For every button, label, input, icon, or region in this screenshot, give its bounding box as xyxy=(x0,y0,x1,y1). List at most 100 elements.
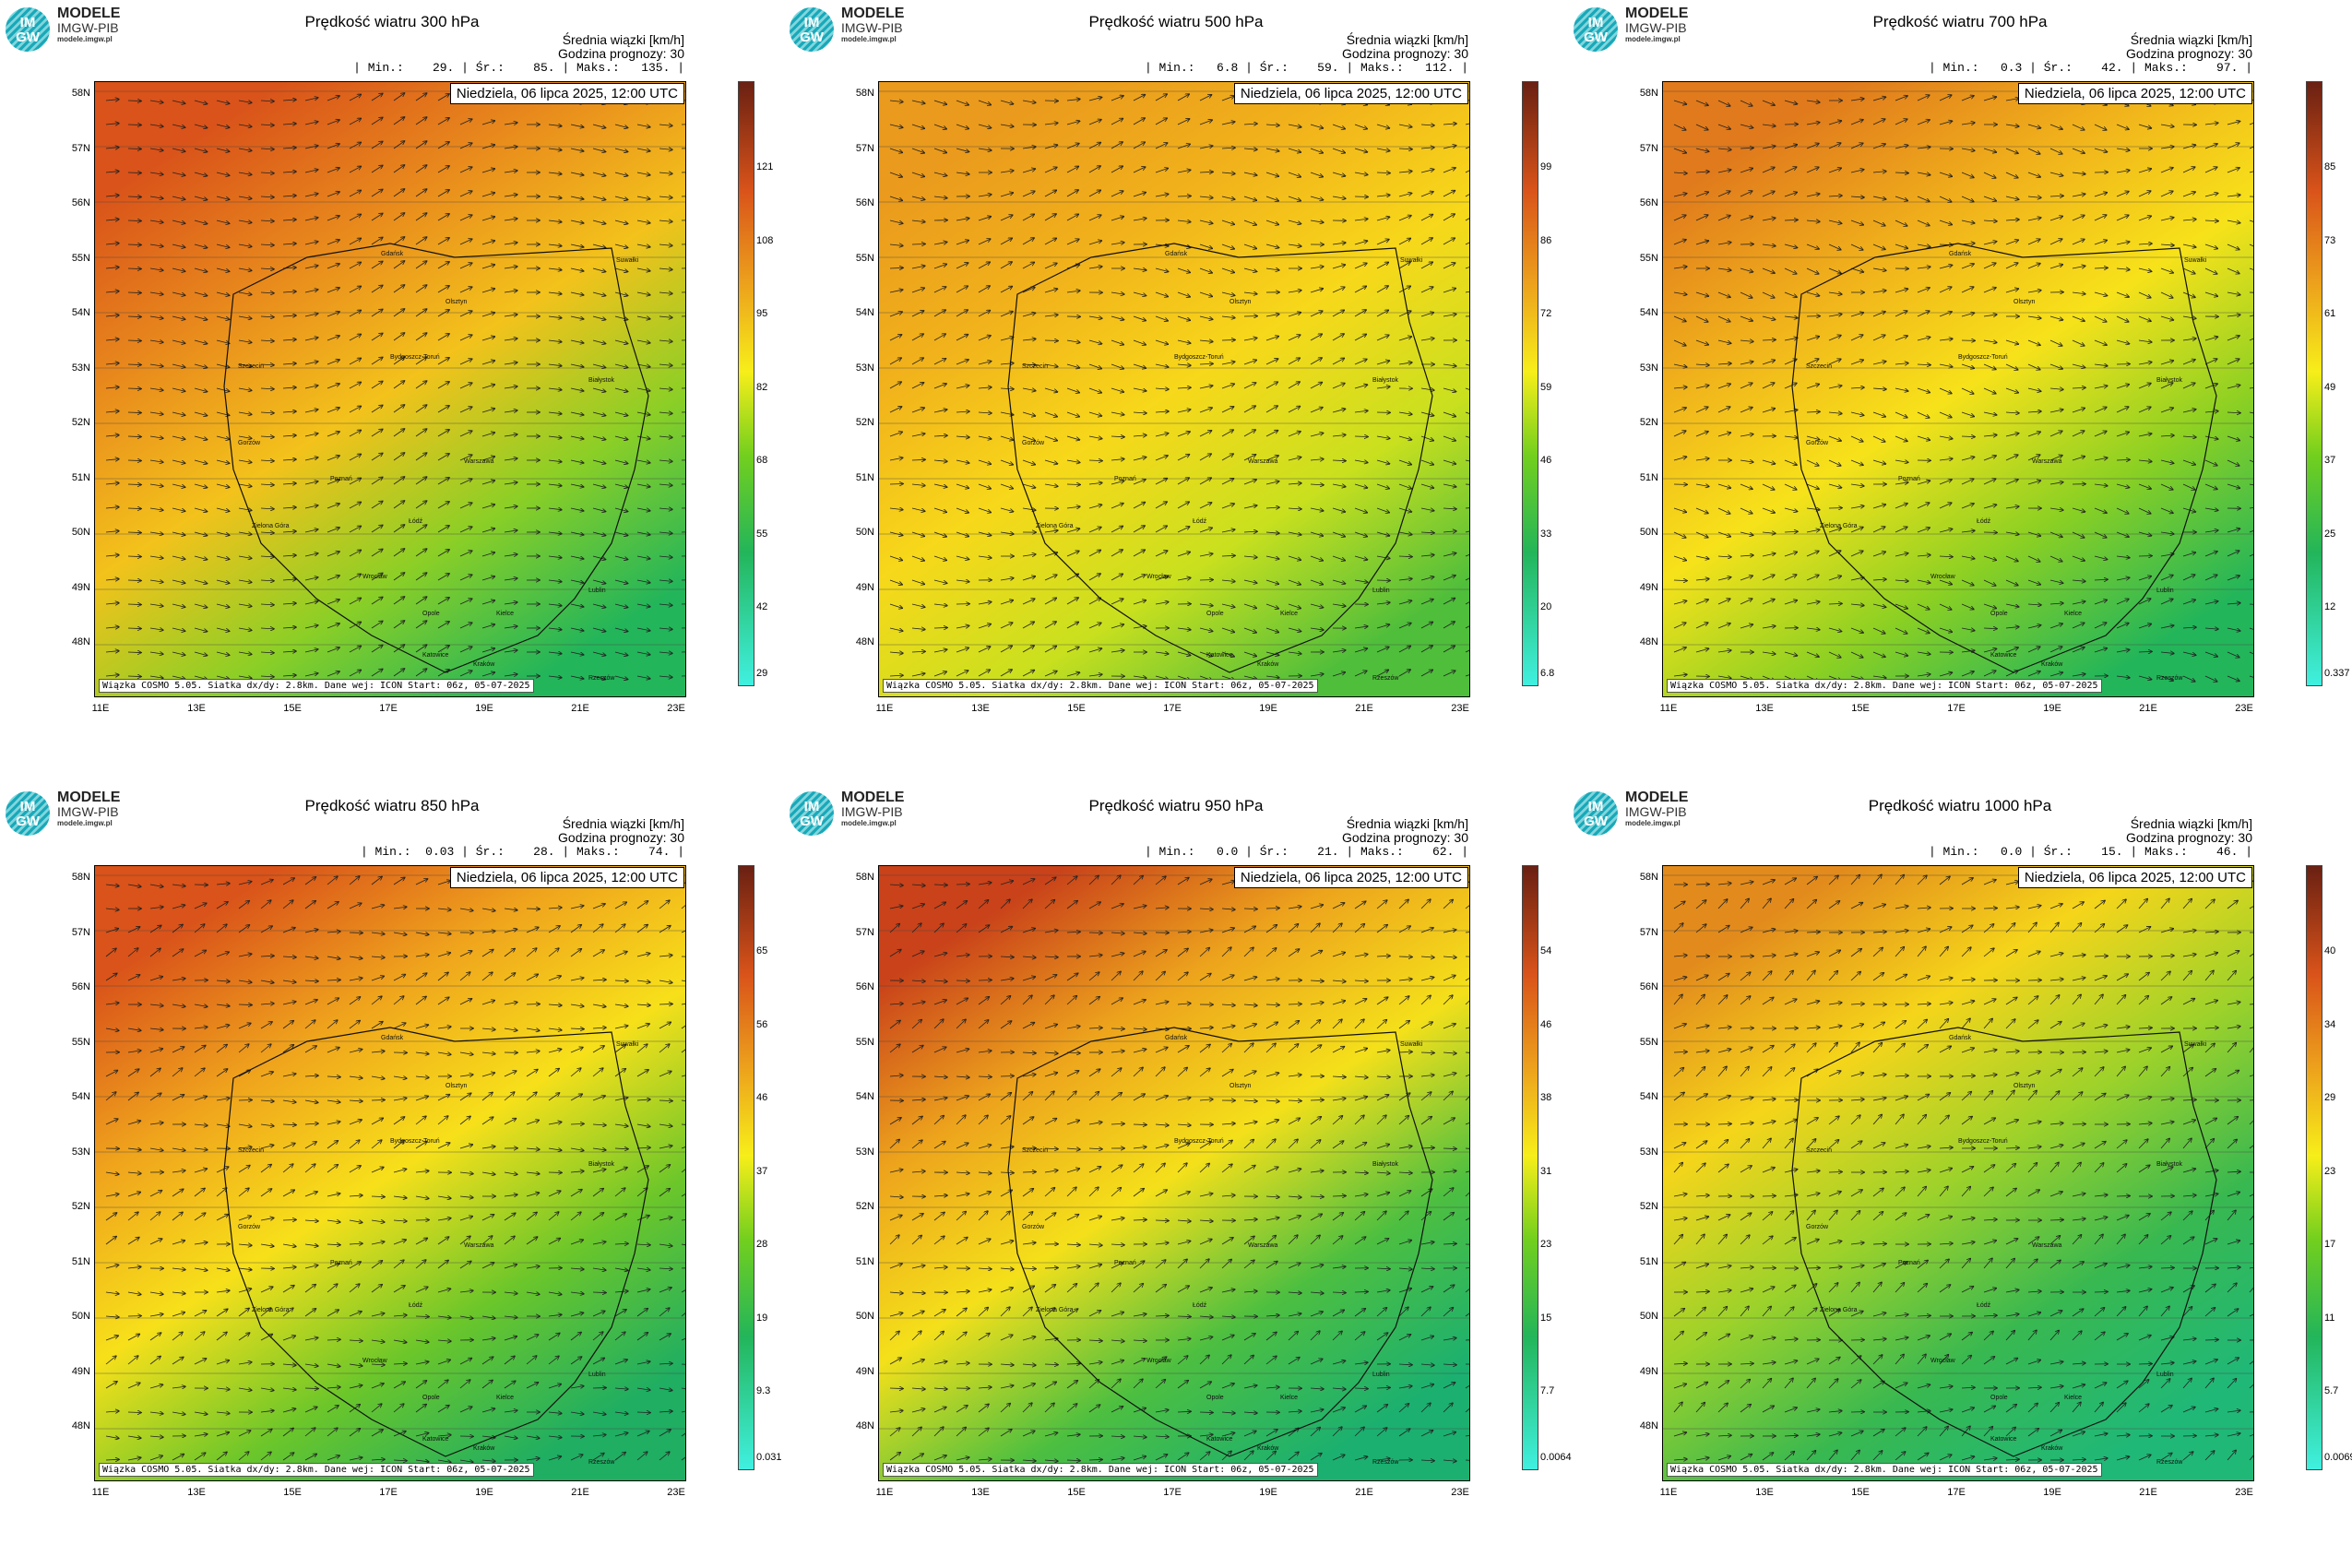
wind-speed-shading xyxy=(95,82,685,696)
wind-vector xyxy=(105,291,119,292)
forecast-panel: IM GW MODELE IMGW-PIB modele.imgw.pl Prędkość… xyxy=(0,784,784,1568)
wind-vector xyxy=(194,387,208,392)
panel-stats: | Min.: 6.8 | Śr.: 59. | Maks.: 112. | xyxy=(1144,61,1468,75)
panel-title: Prędkość wiatru 950 hPa xyxy=(1088,797,1264,814)
colorbar-tick: 6.8 xyxy=(1540,667,1555,679)
wind-map: Gdańsk Olsztyn Szczecin Bydgoszcz-Toruń Biał… xyxy=(94,81,686,697)
wind-vector xyxy=(393,93,404,101)
wind-vector xyxy=(327,216,339,221)
wind-vector xyxy=(570,267,584,271)
wind-vector xyxy=(504,410,517,412)
wind-vector xyxy=(349,238,361,245)
colorbar-tick: 0.031 xyxy=(756,1451,782,1463)
latitude-label: 52N xyxy=(1639,1201,1658,1212)
city-label: Łódź xyxy=(409,518,423,525)
wind-vector xyxy=(127,604,141,605)
wind-vector xyxy=(481,289,494,293)
wind-vector xyxy=(548,340,562,342)
wind-vector xyxy=(194,124,208,128)
city-label: Kraków xyxy=(473,661,495,668)
panel-stats: | Min.: 0.0 | Śr.: 21. | Maks.: 62. | xyxy=(1144,845,1468,859)
city-label: Szczecin xyxy=(1806,1147,1832,1154)
wind-vector xyxy=(636,387,650,391)
longitude-label: 17E xyxy=(1947,703,1966,714)
latitude-label: 58N xyxy=(71,872,90,883)
city-label: Gdańsk xyxy=(1165,1035,1188,1041)
wind-vector xyxy=(149,316,163,318)
city-label: Olsztyn xyxy=(445,299,467,305)
wind-vector xyxy=(349,118,361,125)
longitude-label: 23E xyxy=(2235,703,2253,714)
wind-vector xyxy=(481,169,494,173)
wind-vector xyxy=(614,267,628,272)
wind-vector xyxy=(592,244,606,248)
wind-vector xyxy=(570,291,584,295)
latitude-label: 56N xyxy=(855,197,874,208)
logo-brand: MODELE xyxy=(841,6,905,21)
wind-vector xyxy=(481,337,494,341)
wind-vector xyxy=(282,100,296,101)
colorbar-tick: 37 xyxy=(2324,455,2336,466)
wind-vector xyxy=(437,94,449,101)
colorbar-tick: 73 xyxy=(2324,234,2336,246)
latitude-label: 54N xyxy=(1639,307,1658,318)
wind-vector xyxy=(636,172,650,175)
wind-vector xyxy=(238,244,252,246)
wind-vector xyxy=(149,340,163,342)
wind-vector xyxy=(371,261,383,269)
panel-title: Prędkość wiatru 850 hPa xyxy=(304,797,480,814)
wind-vector xyxy=(349,286,361,293)
city-label: Opole xyxy=(1990,611,2008,617)
colorbar-tick: 37 xyxy=(756,1165,768,1177)
wind-map: Gdańsk Olsztyn Szczecin Bydgoszcz-Toruń Biał… xyxy=(878,81,1470,697)
wind-vector xyxy=(327,360,339,365)
colorbar-tick: 9.3 xyxy=(756,1385,771,1396)
wind-vector xyxy=(371,141,383,149)
wind-vector xyxy=(592,315,606,320)
city-label: Opole xyxy=(422,1395,440,1401)
longitude-label: 21E xyxy=(571,1487,589,1498)
wind-vector xyxy=(282,435,296,436)
wind-vector xyxy=(437,382,449,389)
forecast-hour-label: Godzina prognozy: 30 xyxy=(2126,830,2252,845)
wind-vector xyxy=(636,315,650,319)
wind-vector xyxy=(570,363,584,367)
wind-vector xyxy=(504,362,517,364)
logo-text: MODELE IMGW-PIB modele.imgw.pl xyxy=(57,790,159,828)
longitude-label: 11E xyxy=(91,703,110,714)
city-label: Białystok xyxy=(588,377,615,384)
wind-vector xyxy=(127,1412,141,1413)
model-footer: Wiązka COSMO 5.05. Siatka dx/dy: 2.8km. … xyxy=(883,1463,1318,1477)
latitude-label: 48N xyxy=(1639,1420,1658,1431)
city-label: Lublin xyxy=(2156,588,2174,594)
latitude-label: 57N xyxy=(855,142,874,154)
wind-vector xyxy=(127,292,141,293)
wind-vector xyxy=(548,172,562,174)
wind-vector xyxy=(260,412,274,413)
latitude-label: 49N xyxy=(1639,1365,1658,1377)
city-label: Białystok xyxy=(1372,1161,1399,1168)
wind-vector xyxy=(1354,1291,1368,1292)
longitude-label: 23E xyxy=(2235,1487,2253,1498)
colorbar-tick: 65 xyxy=(756,945,768,956)
wind-vector xyxy=(172,387,185,391)
longitude-label: 13E xyxy=(187,1487,206,1498)
logo-org: IMGW-PIB xyxy=(1625,20,1687,35)
latitude-label: 53N xyxy=(71,362,90,374)
wind-vector xyxy=(2160,1267,2174,1268)
panel-subtitle: Średnia wiązki [km/h] Godzina prognozy: 3… xyxy=(558,817,684,845)
wind-vector xyxy=(504,291,517,292)
panel-title: Prędkość wiatru 700 hPa xyxy=(1872,13,2048,30)
wind-vector xyxy=(481,313,494,317)
colorbar-tick: 42 xyxy=(756,601,768,612)
wind-vector xyxy=(127,556,141,557)
wind-vector xyxy=(614,315,628,320)
wind-vector xyxy=(327,432,339,437)
city-label: Rzeszów xyxy=(588,1459,615,1466)
wind-vector xyxy=(260,268,274,269)
wind-vector xyxy=(172,267,185,271)
latitude-label: 58N xyxy=(855,872,874,883)
wind-vector xyxy=(548,412,562,414)
wind-vector xyxy=(933,627,947,628)
wind-vector xyxy=(570,387,584,391)
